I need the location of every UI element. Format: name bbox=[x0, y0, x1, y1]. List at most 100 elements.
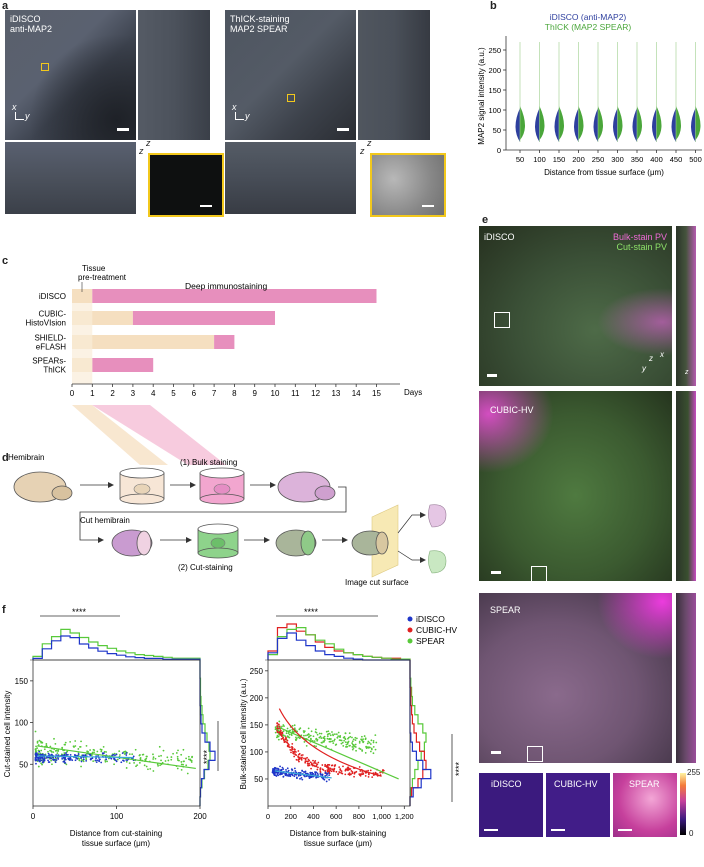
point-spear bbox=[370, 739, 373, 742]
point-cubic bbox=[298, 758, 301, 760]
point-idisco bbox=[54, 761, 57, 764]
point-spear bbox=[40, 749, 43, 752]
point-spear bbox=[284, 735, 287, 738]
point-spear bbox=[89, 749, 92, 751]
point-spear bbox=[92, 760, 95, 763]
pretreat-bar bbox=[72, 335, 215, 349]
violin-idisco bbox=[632, 42, 637, 142]
point-spear bbox=[353, 744, 355, 746]
point-cubic bbox=[327, 768, 330, 771]
point-cubic bbox=[328, 764, 331, 766]
violin-idisco bbox=[652, 42, 657, 142]
point-spear bbox=[332, 734, 335, 737]
point-spear bbox=[43, 748, 46, 751]
point-spear bbox=[79, 745, 82, 748]
point-spear bbox=[177, 749, 179, 752]
point-cubic bbox=[338, 766, 341, 769]
violin-thick bbox=[559, 42, 564, 140]
e-cubic-image: CUBIC-HV bbox=[479, 391, 672, 581]
day-tick-label: 13 bbox=[331, 389, 340, 398]
point-idisco bbox=[105, 758, 108, 761]
x-tick-label: 200 bbox=[572, 155, 585, 164]
axis-arrow bbox=[235, 119, 244, 120]
point-spear bbox=[274, 726, 277, 729]
point-spear bbox=[342, 745, 345, 747]
point-spear bbox=[322, 741, 325, 743]
point-cubic bbox=[335, 770, 338, 773]
point-cubic bbox=[369, 769, 372, 772]
violin-idisco bbox=[554, 42, 559, 142]
tissue-label-1: Tissue bbox=[82, 264, 106, 273]
point-spear bbox=[281, 725, 283, 728]
point-spear bbox=[182, 763, 184, 766]
roi-box bbox=[531, 566, 547, 581]
point-spear bbox=[93, 751, 96, 754]
point-cubic bbox=[334, 764, 337, 766]
point-idisco bbox=[125, 752, 128, 754]
point-spear bbox=[315, 737, 318, 740]
point-spear bbox=[323, 737, 326, 740]
left-side-histogram bbox=[199, 660, 216, 806]
point-spear bbox=[34, 750, 37, 753]
axis-arrow bbox=[235, 112, 236, 120]
point-spear bbox=[78, 759, 81, 762]
scale-bar bbox=[422, 205, 434, 207]
point-cubic bbox=[304, 758, 307, 761]
point-cubic bbox=[374, 771, 377, 774]
point-spear bbox=[96, 750, 99, 753]
day-tick-label: 10 bbox=[271, 389, 280, 398]
point-spear bbox=[102, 745, 105, 748]
point-idisco bbox=[94, 759, 97, 762]
point-spear bbox=[87, 750, 89, 753]
point-cubic bbox=[361, 770, 364, 773]
point-spear bbox=[143, 764, 146, 767]
point-cubic bbox=[358, 766, 361, 768]
point-idisco bbox=[276, 767, 279, 770]
point-spear bbox=[291, 724, 294, 727]
point-spear bbox=[56, 752, 59, 754]
point-spear bbox=[154, 757, 157, 760]
point-cubic bbox=[312, 759, 314, 762]
point-idisco bbox=[287, 769, 290, 772]
point-idisco bbox=[43, 757, 46, 759]
point-spear bbox=[331, 731, 333, 733]
point-cubic bbox=[364, 775, 367, 777]
point-spear bbox=[105, 751, 108, 753]
zoom-label-spear: SPEAR bbox=[629, 779, 660, 789]
cut-stained-hemibrain-icon bbox=[275, 529, 317, 557]
point-spear bbox=[166, 756, 169, 759]
point-cubic bbox=[350, 769, 353, 772]
point-cubic bbox=[295, 758, 298, 761]
method-label: ThICK bbox=[43, 366, 66, 375]
point-cubic bbox=[333, 770, 335, 773]
point-spear bbox=[35, 745, 37, 748]
point-spear bbox=[55, 749, 58, 752]
point-spear bbox=[286, 727, 289, 730]
point-spear bbox=[362, 738, 365, 741]
point-spear bbox=[326, 735, 329, 738]
y-tick-label: 150 bbox=[250, 721, 264, 730]
point-spear bbox=[106, 760, 109, 763]
point-spear bbox=[303, 734, 305, 737]
scale-bar bbox=[491, 571, 501, 574]
point-cubic bbox=[330, 770, 333, 773]
point-spear bbox=[149, 767, 152, 770]
colorbar-min: 0 bbox=[689, 829, 694, 838]
point-spear bbox=[288, 733, 291, 736]
point-spear bbox=[180, 768, 183, 771]
spear-zy-image bbox=[358, 10, 430, 140]
point-idisco bbox=[311, 773, 314, 776]
point-spear bbox=[167, 759, 170, 762]
e-cubic-side bbox=[676, 391, 696, 581]
point-spear bbox=[325, 745, 327, 748]
point-idisco bbox=[314, 771, 316, 773]
point-idisco bbox=[316, 772, 319, 775]
point-spear bbox=[320, 732, 323, 735]
axis-z-label: z bbox=[649, 354, 653, 363]
point-spear bbox=[160, 759, 162, 762]
point-spear bbox=[282, 730, 285, 733]
panel-label-d: d bbox=[2, 452, 9, 464]
point-cubic bbox=[358, 773, 361, 776]
point-idisco bbox=[114, 754, 116, 757]
point-idisco bbox=[69, 753, 72, 756]
